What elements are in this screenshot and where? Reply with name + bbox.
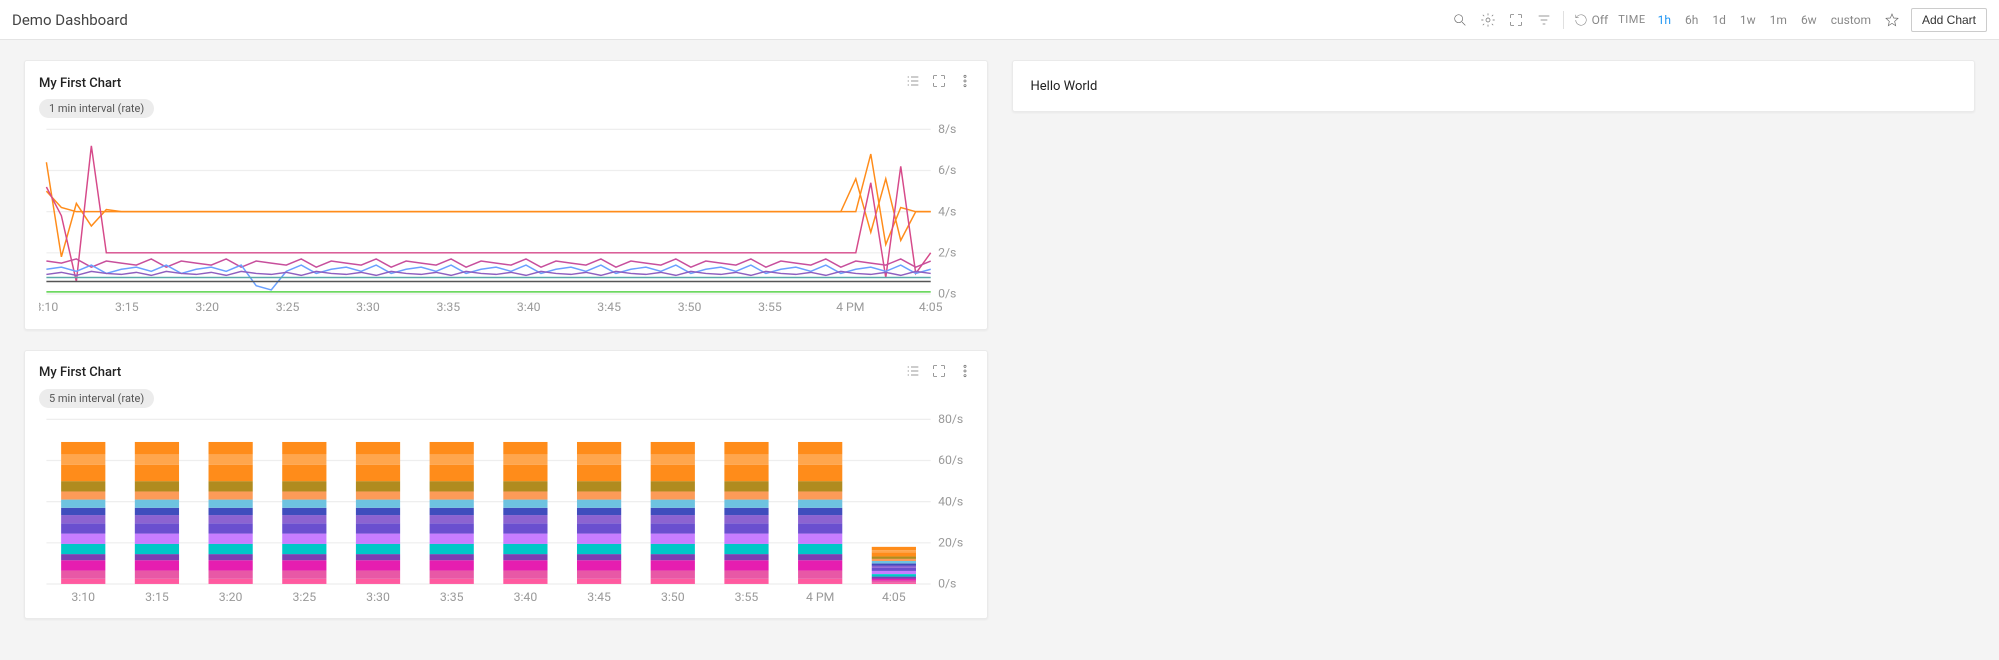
time-range-1d[interactable]: 1d [1710,11,1728,29]
svg-text:4:05: 4:05 [919,300,943,314]
svg-text:3:45: 3:45 [587,590,611,604]
svg-text:6/s: 6/s [938,163,956,177]
star-icon[interactable] [1883,11,1901,29]
topbar-right: Off TIME 1h 6h 1d 1w 1m 6w custom Add Chart [1451,8,1987,32]
svg-text:3:25: 3:25 [276,300,300,314]
interval-chip[interactable]: 5 min interval (rate) [39,389,154,408]
svg-text:3:40: 3:40 [517,300,541,314]
svg-text:3:20: 3:20 [219,590,243,604]
bar-chart-body: 0/s 20/s 40/s 60/s 80/s 3:10 3:15 3:20 3:25 3:30 3… [39,412,973,609]
filter-icon[interactable] [1535,11,1553,29]
gear-icon[interactable] [1479,11,1497,29]
chart-title: My First Chart [39,76,121,91]
topbar: Demo Dashboard Off TIME 1h 6h 1d 1w 1m 6w cust… [0,0,1999,40]
svg-text:0/s: 0/s [938,576,956,590]
svg-text:3:30: 3:30 [356,300,380,314]
svg-text:3:20: 3:20 [195,300,219,314]
page-title: Demo Dashboard [12,11,128,29]
svg-text:4 PM: 4 PM [806,590,834,604]
add-chart-button[interactable]: Add Chart [1911,8,1987,32]
expand-icon[interactable] [931,363,947,383]
svg-text:4/s: 4/s [938,204,956,218]
refresh-toggle[interactable]: Off [1574,13,1609,27]
svg-text:4 PM: 4 PM [836,300,864,314]
svg-text:8/s: 8/s [938,122,956,136]
svg-text:3:55: 3:55 [735,590,759,604]
more-icon[interactable] [957,363,973,383]
bar-chart-card: My First Chart 5 min interval (rate) 0/s… [24,350,988,620]
svg-text:3:10: 3:10 [39,300,58,314]
svg-text:3:25: 3:25 [292,590,316,604]
svg-text:3:50: 3:50 [678,300,702,314]
time-range-6h[interactable]: 6h [1683,11,1700,29]
more-icon[interactable] [957,73,973,93]
svg-text:3:55: 3:55 [758,300,782,314]
svg-text:3:15: 3:15 [145,590,169,604]
separator [1563,11,1564,29]
svg-text:3:40: 3:40 [514,590,538,604]
workspace: My First Chart 1 min interval (rate) 0/s… [0,40,1999,639]
svg-text:3:15: 3:15 [115,300,139,314]
fullscreen-icon[interactable] [1507,11,1525,29]
line-chart-card: My First Chart 1 min interval (rate) 0/s… [24,60,988,330]
time-range-1h[interactable]: 1h [1656,11,1673,29]
expand-icon[interactable] [931,73,947,93]
svg-text:4:05: 4:05 [882,590,906,604]
text-panel: Hello World [1012,60,1976,112]
svg-text:20/s: 20/s [938,535,963,549]
search-icon[interactable] [1451,11,1469,29]
time-range-selector: 1h 6h 1d 1w 1m 6w custom [1656,11,1873,29]
time-range-custom[interactable]: custom [1829,11,1873,29]
refresh-label: Off [1592,13,1609,27]
svg-text:3:35: 3:35 [440,590,464,604]
time-range-1w[interactable]: 1w [1738,11,1758,29]
svg-text:0/s: 0/s [938,287,956,301]
legend-icon[interactable] [905,363,921,383]
svg-text:40/s: 40/s [938,494,963,508]
line-chart-body: 0/s 2/s 4/s 6/s 8/s 3:10 3:15 3:20 3:25 3:30 3:35 3… [39,122,973,319]
svg-text:3:10: 3:10 [71,590,95,604]
time-range-1m[interactable]: 1m [1768,11,1789,29]
svg-text:80/s: 80/s [938,412,963,426]
empty-cell [1012,350,1976,620]
time-range-6w[interactable]: 6w [1799,11,1819,29]
time-label: TIME [1618,13,1645,26]
svg-text:2/s: 2/s [938,245,956,259]
chart-title: My First Chart [39,365,121,380]
interval-chip[interactable]: 1 min interval (rate) [39,99,154,118]
svg-text:60/s: 60/s [938,453,963,467]
line-chart-svg: 0/s 2/s 4/s 6/s 8/s 3:10 3:15 3:20 3:25 3:30 3:35 3… [39,122,973,319]
svg-text:3:35: 3:35 [437,300,461,314]
svg-text:3:45: 3:45 [597,300,621,314]
text-panel-content: Hello World [1031,79,1098,94]
bar-chart-svg: 0/s 20/s 40/s 60/s 80/s 3:10 3:15 3:20 3:25 3:30 3… [39,412,973,609]
legend-icon[interactable] [905,73,921,93]
svg-text:3:50: 3:50 [661,590,685,604]
svg-text:3:30: 3:30 [366,590,390,604]
